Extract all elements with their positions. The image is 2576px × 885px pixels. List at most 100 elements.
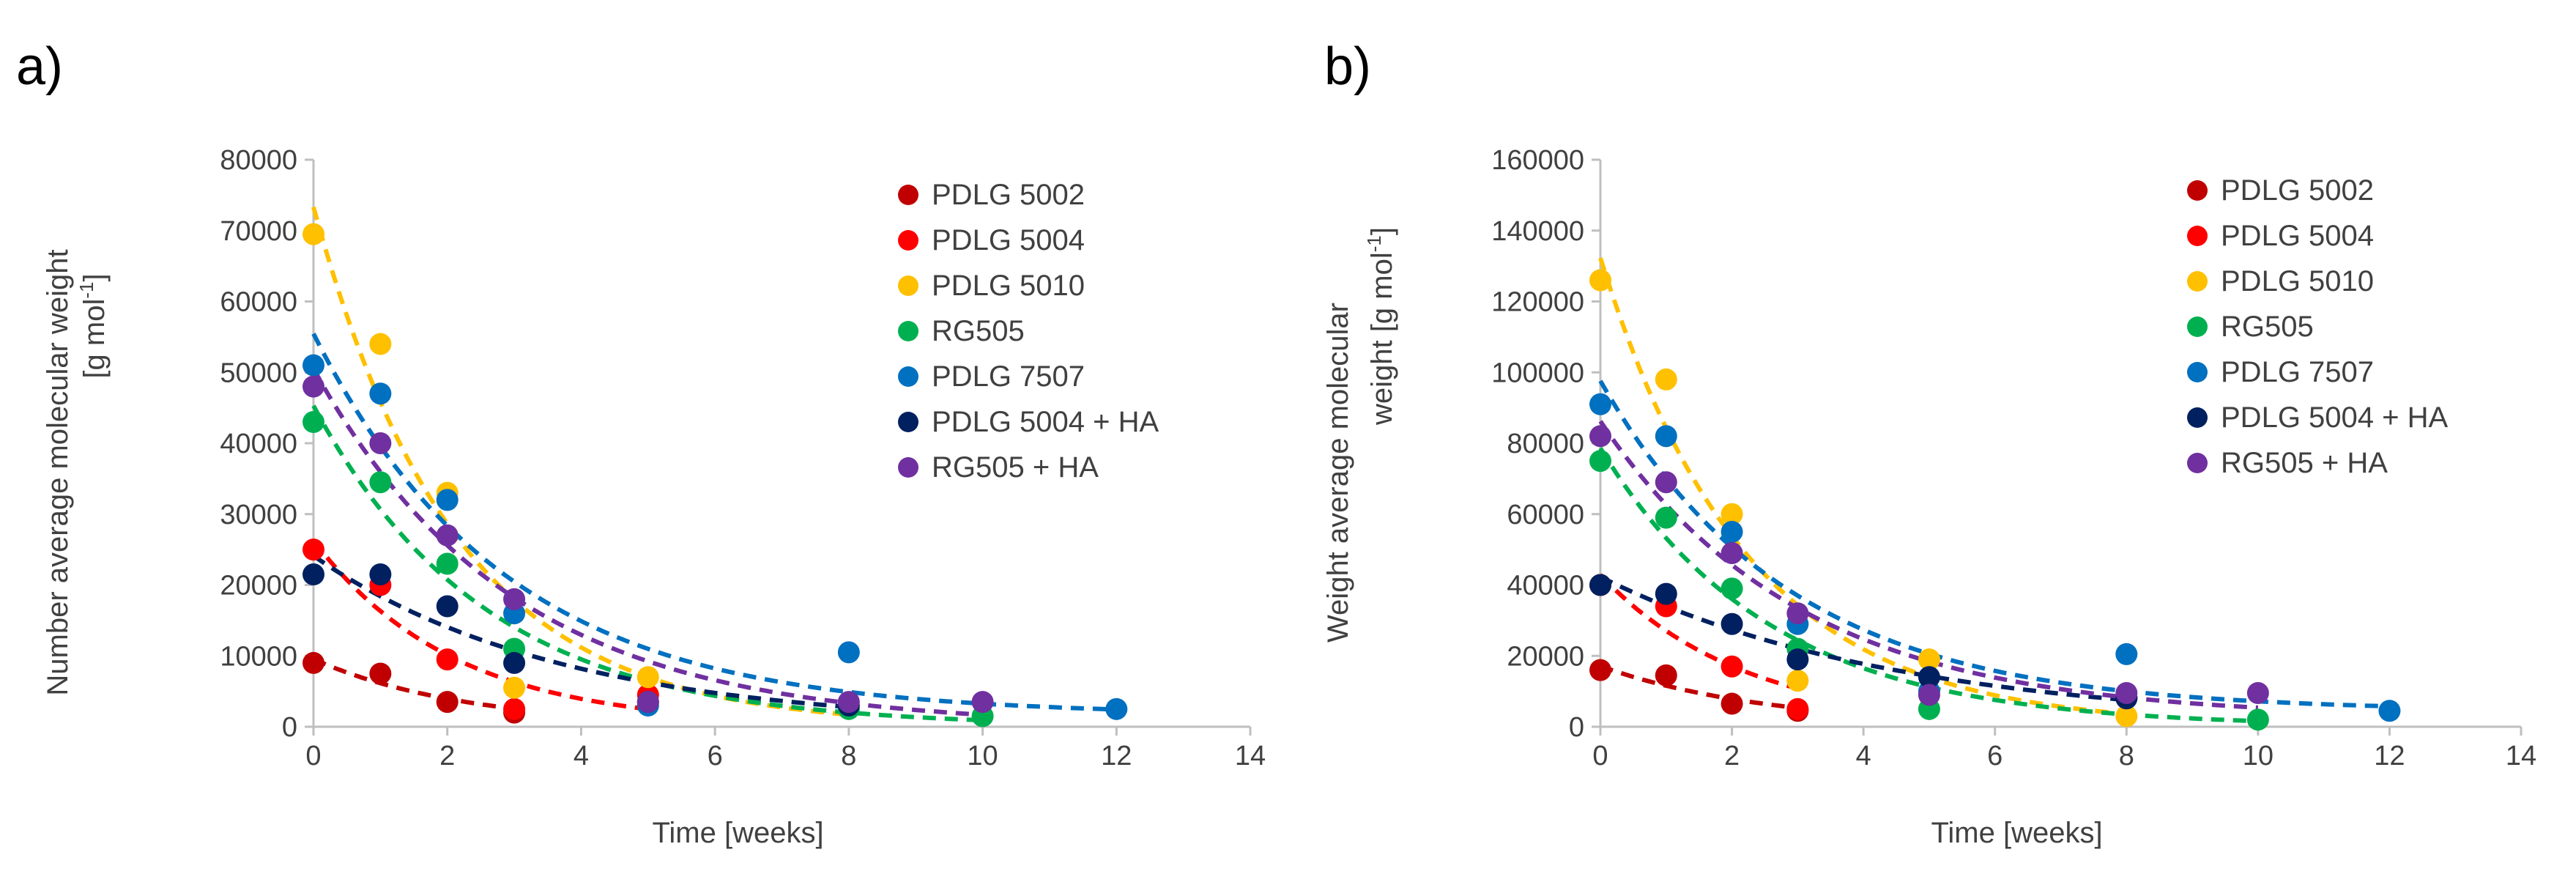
y-tick-label: 120000	[1491, 287, 1584, 318]
y-tick-label: 30000	[220, 500, 297, 530]
legend-marker	[898, 230, 918, 251]
data-point	[1918, 666, 1940, 689]
data-point	[636, 691, 659, 714]
y-axis-label-line1: Number average molecular weight	[42, 249, 74, 695]
series-pdlg-5002	[1589, 659, 1809, 722]
legend-label: PDLG 5010	[932, 270, 1085, 302]
x-tick-label: 2	[1724, 741, 1740, 771]
x-tick-label: 12	[2374, 741, 2405, 771]
data-point	[837, 691, 860, 714]
data-point	[1655, 582, 1677, 605]
data-point	[1721, 612, 1743, 635]
x-tick-label: 6	[1987, 741, 2002, 771]
data-point	[636, 666, 659, 689]
x-tick-label: 0	[1592, 741, 1608, 771]
y-tick-label: 80000	[220, 145, 297, 176]
x-tick-label: 4	[574, 741, 589, 771]
legend-label: PDLG 5010	[2221, 265, 2374, 297]
data-point	[1918, 684, 1940, 706]
legend-marker	[898, 321, 918, 341]
data-point	[302, 563, 324, 585]
legend-label: PDLG 7507	[2221, 356, 2374, 388]
data-point	[1786, 602, 1809, 625]
data-point	[2115, 705, 2138, 727]
x-tick-label: 14	[1235, 741, 1266, 771]
chart-panel-b: b) 0 2 4 6 8 10 12 14 0 20000 40000 60000 80000 100000…	[1322, 37, 2536, 849]
y-tick-label: 20000	[1507, 641, 1584, 672]
y-tick-label: 20000	[220, 571, 297, 601]
y-axis-label-line1: Weight average molecular	[1322, 303, 1354, 643]
panel-label: b)	[1324, 37, 1371, 96]
data-point	[302, 651, 324, 674]
data-point	[369, 662, 392, 685]
legend-marker	[2187, 180, 2208, 201]
legend-marker	[898, 275, 918, 296]
trend-curve	[311, 367, 983, 717]
data-point	[369, 333, 392, 355]
x-axis-label: Time [weeks]	[652, 817, 823, 849]
data-point	[1655, 471, 1677, 494]
data-point	[436, 648, 459, 671]
data-point	[2115, 643, 2138, 665]
data-point	[436, 489, 459, 511]
data-point	[1589, 393, 1611, 415]
series-pdlg-5002	[302, 651, 526, 724]
data-point	[1655, 368, 1677, 390]
y-tick-label: 10000	[220, 641, 297, 672]
x-tick-label: 2	[439, 741, 455, 771]
data-point	[837, 641, 860, 664]
data-point	[436, 595, 459, 618]
legend-label: PDLG 5004 + HA	[932, 406, 1159, 438]
x-tick-label: 0	[305, 741, 321, 771]
data-point	[436, 691, 459, 714]
data-point	[1589, 425, 1611, 448]
x-tick-label: 8	[2119, 741, 2134, 771]
data-point	[1105, 697, 1128, 720]
series-rg505-ha	[302, 375, 994, 714]
y-tick-label: 160000	[1491, 145, 1584, 176]
legend-marker	[898, 366, 918, 387]
series-pdlg-5010	[302, 223, 860, 716]
y-tick-label: 0	[1569, 712, 1584, 743]
legend-marker	[2187, 226, 2208, 246]
legend-label: RG505 + HA	[2221, 447, 2388, 479]
data-point	[302, 375, 324, 398]
trend-curve	[1600, 664, 1798, 711]
y-tick-label: 60000	[1507, 500, 1584, 530]
data-point	[1589, 659, 1611, 681]
y-tick-label: 70000	[220, 216, 297, 247]
data-point	[1721, 577, 1743, 600]
data-point	[1721, 541, 1743, 564]
data-point	[1655, 425, 1677, 448]
data-point	[302, 410, 324, 433]
legend-marker	[2187, 362, 2208, 382]
legend-label: PDLG 5004	[932, 224, 1085, 256]
x-tick-label: 4	[1856, 741, 1871, 771]
data-point	[1721, 520, 1743, 543]
data-point	[1589, 269, 1611, 292]
legend-label: PDLG 5002	[2221, 174, 2374, 207]
legend-marker	[898, 457, 918, 478]
y-tick-label: 40000	[1507, 571, 1584, 601]
data-point	[2246, 682, 2269, 705]
legend-label: PDLG 5004 + HA	[2221, 401, 2448, 434]
y-tick-label: 60000	[220, 287, 297, 318]
y-tick-label: 140000	[1491, 216, 1584, 247]
legend-marker	[898, 412, 918, 432]
x-tick-label: 8	[841, 741, 856, 771]
y-tick-label: 100000	[1491, 358, 1584, 388]
data-point	[369, 432, 392, 454]
y-tick-label: 50000	[220, 358, 297, 388]
series-rg505-ha	[1589, 425, 2269, 706]
trend-curve	[1598, 573, 1799, 691]
chart-panel-a: a) 0 2 4 6 8 10 12 14 0 10000 20000 30000 40000 50000 6…	[16, 37, 1266, 849]
data-point	[369, 471, 392, 494]
legend-marker	[2187, 453, 2208, 473]
legend-marker	[2187, 407, 2208, 428]
legend-label: RG505	[932, 315, 1025, 347]
data-point	[2115, 682, 2138, 705]
data-point	[503, 676, 526, 699]
data-point	[436, 552, 459, 575]
data-point	[1721, 503, 1743, 525]
